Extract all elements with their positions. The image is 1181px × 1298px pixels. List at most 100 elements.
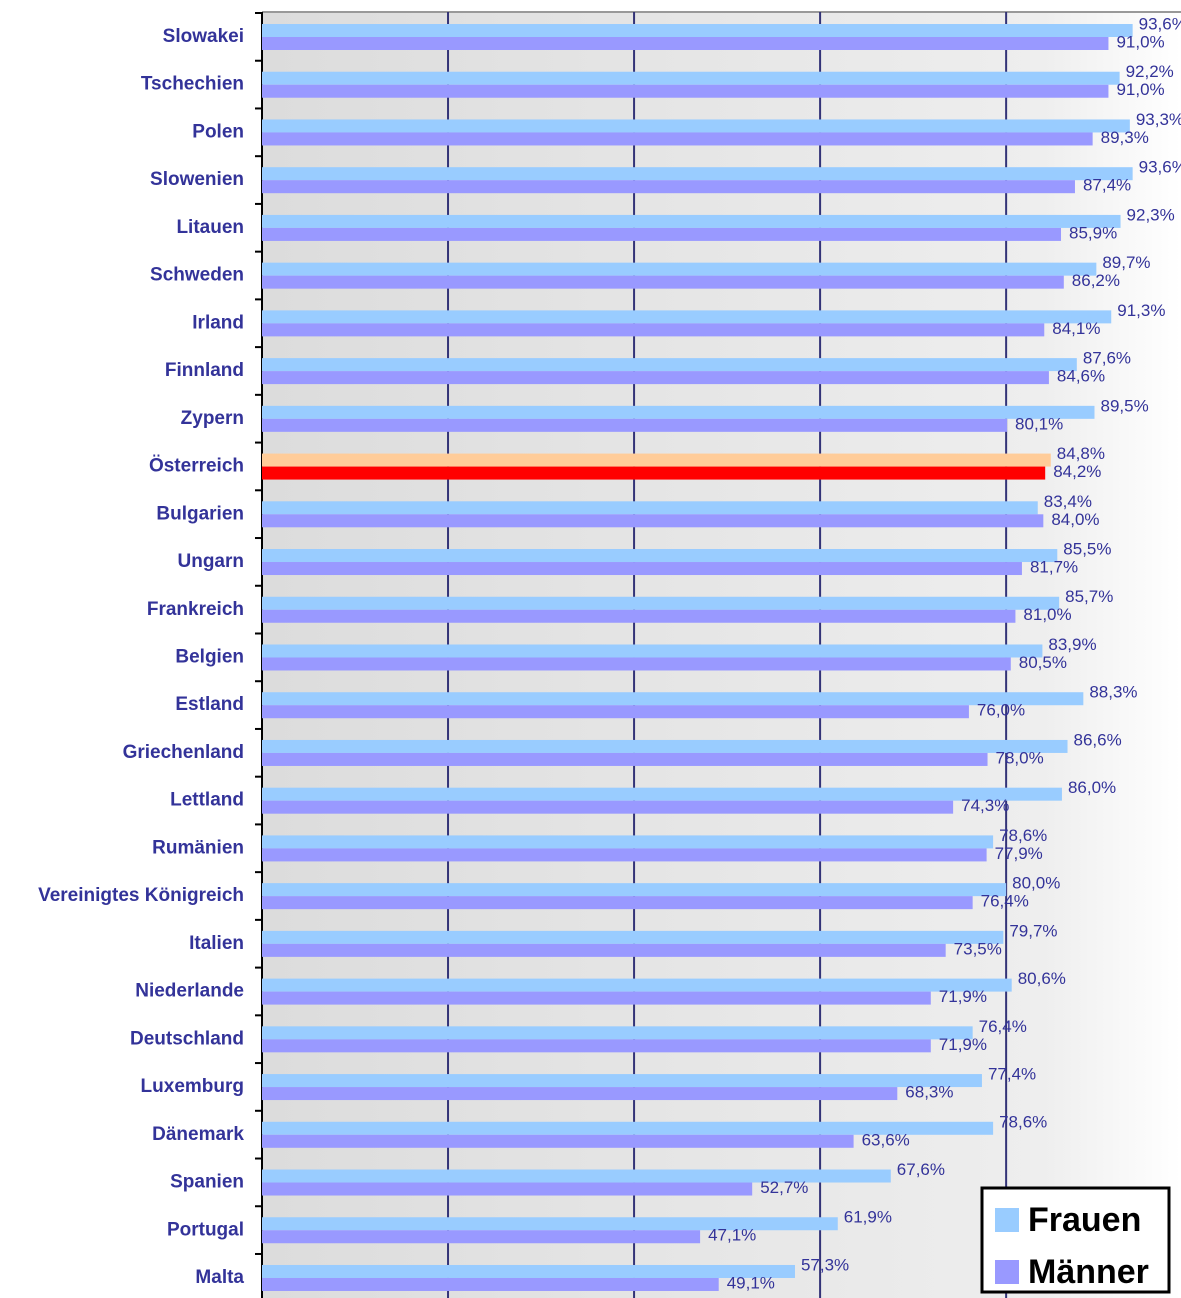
bar <box>262 371 1049 385</box>
value-label: 84,0% <box>1051 510 1099 529</box>
bar <box>262 1230 701 1244</box>
bar <box>262 358 1077 372</box>
value-label: 85,7% <box>1065 587 1113 606</box>
y-tick-label: Polen <box>192 121 244 142</box>
bar <box>262 943 946 957</box>
bar <box>262 167 1133 181</box>
bar <box>262 466 1046 480</box>
value-label: 91,0% <box>1116 32 1164 51</box>
bar <box>262 562 1022 576</box>
bar <box>262 705 969 719</box>
y-tick-label: Slowakei <box>163 26 244 47</box>
value-label: 89,3% <box>1101 128 1149 147</box>
value-label: 80,1% <box>1015 414 1063 433</box>
y-tick-label: Portugal <box>167 1219 244 1240</box>
bar <box>262 848 987 862</box>
y-tick-label: Luxemburg <box>141 1076 244 1097</box>
y-tick-label: Niederlande <box>135 981 244 1002</box>
value-label: 78,0% <box>996 748 1044 767</box>
value-label: 57,3% <box>801 1255 849 1274</box>
value-label: 86,2% <box>1072 271 1120 290</box>
bar <box>262 930 1004 944</box>
value-label: 80,0% <box>1012 874 1060 893</box>
bar <box>262 418 1008 432</box>
y-tick-label: Frankreich <box>147 599 244 620</box>
y-tick-label: Vereinigtes Königreich <box>38 885 244 906</box>
bar <box>262 739 1068 753</box>
value-label: 74,3% <box>961 796 1009 815</box>
value-label: 78,6% <box>999 826 1047 845</box>
bar <box>262 1039 931 1053</box>
bar <box>262 310 1112 324</box>
value-label: 79,7% <box>1009 921 1057 940</box>
bar <box>262 896 973 910</box>
legend-label: Frauen <box>1028 1201 1141 1239</box>
bar <box>262 1026 973 1040</box>
y-tick-label: Schweden <box>150 265 244 286</box>
value-label: 76,4% <box>979 1017 1027 1036</box>
bar <box>262 1074 982 1088</box>
bar <box>262 514 1044 528</box>
bar <box>262 1121 994 1135</box>
value-label: 83,9% <box>1048 635 1096 654</box>
bar <box>262 405 1095 419</box>
bar <box>262 323 1045 337</box>
y-tick-label: Rumänien <box>152 837 244 858</box>
value-label: 61,9% <box>844 1208 892 1227</box>
legend-label: Männer <box>1028 1253 1149 1291</box>
bar <box>262 71 1120 85</box>
value-label: 83,4% <box>1044 492 1092 511</box>
y-tick-label: Italien <box>189 933 244 954</box>
value-label: 52,7% <box>760 1178 808 1197</box>
value-label: 89,5% <box>1100 396 1148 415</box>
y-tick-label: Finnland <box>165 360 244 381</box>
value-label: 84,6% <box>1057 367 1105 386</box>
bar <box>262 596 1060 610</box>
value-label: 71,9% <box>939 1035 987 1054</box>
y-tick-label: Belgien <box>175 647 244 668</box>
value-label: 76,4% <box>981 892 1029 911</box>
value-label: 85,5% <box>1063 540 1111 559</box>
value-label: 87,4% <box>1083 176 1131 195</box>
value-label: 49,1% <box>727 1273 775 1292</box>
y-tick-label: Österreich <box>149 456 244 477</box>
bar <box>262 800 954 814</box>
value-label: 84,1% <box>1052 319 1100 338</box>
legend-swatch <box>995 1260 1019 1284</box>
value-label: 92,3% <box>1127 205 1175 224</box>
y-tick-label: Litauen <box>176 217 244 238</box>
bar <box>262 262 1097 276</box>
value-label: 93,6% <box>1139 14 1181 33</box>
bar <box>262 644 1043 658</box>
value-label: 86,6% <box>1074 730 1122 749</box>
bar <box>262 1169 891 1183</box>
bar <box>262 1182 753 1196</box>
value-label: 47,1% <box>708 1226 756 1245</box>
value-label: 68,3% <box>905 1083 953 1102</box>
bar <box>262 752 988 766</box>
bar <box>262 609 1016 623</box>
bar <box>262 119 1130 133</box>
y-tick-label: Bulgarien <box>156 503 244 524</box>
y-tick-label: Spanien <box>170 1172 244 1193</box>
y-tick-label: Griechenland <box>123 742 244 763</box>
value-label: 73,5% <box>954 939 1002 958</box>
bar <box>262 227 1062 241</box>
y-tick-label: Slowenien <box>150 169 244 190</box>
value-label: 81,7% <box>1030 558 1078 577</box>
value-label: 93,3% <box>1136 110 1181 129</box>
value-label: 89,7% <box>1102 253 1150 272</box>
y-tick-label: Tschechien <box>141 74 244 95</box>
value-label: 91,0% <box>1116 80 1164 99</box>
bar <box>262 1087 898 1101</box>
value-label: 77,9% <box>995 844 1043 863</box>
value-label: 80,6% <box>1018 969 1066 988</box>
value-label: 78,6% <box>999 1112 1047 1131</box>
value-label: 67,6% <box>897 1160 945 1179</box>
legend-swatch <box>995 1208 1019 1232</box>
bar <box>262 787 1062 801</box>
value-label: 93,6% <box>1139 158 1181 177</box>
bar <box>262 275 1064 289</box>
bar <box>262 453 1051 467</box>
